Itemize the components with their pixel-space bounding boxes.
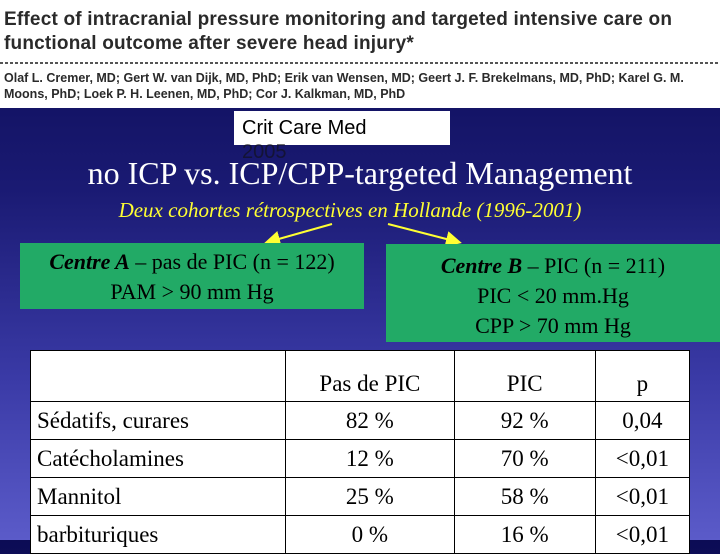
cell-p: 0,04	[594, 401, 691, 440]
cell-icp: 16 %	[453, 515, 596, 554]
centre-a-box: Centre A – pas de PIC (n = 122) PAM > 90…	[20, 243, 364, 309]
table-row: Catécholamines 12 % 70 % <0,01	[29, 439, 691, 478]
row-label: barbituriques	[29, 515, 287, 554]
arrow-to-centre-a-icon	[264, 223, 333, 247]
cell-no-icp: 12 %	[285, 439, 455, 478]
table-header-row: Pas de PIC PIC p	[29, 350, 691, 402]
citation-image: Effect of intracranial pressure monitori…	[0, 0, 720, 108]
centre-b-desc: – PIC (n = 211)	[522, 253, 666, 278]
centre-b-label: Centre B	[440, 253, 523, 278]
citation-divider	[0, 62, 720, 64]
table-header-icp: PIC	[453, 350, 596, 402]
table-row: Sédatifs, curares 82 % 92 % 0,04	[29, 401, 691, 440]
centre-a-desc: – pas de PIC (n = 122)	[129, 249, 335, 274]
centre-b-line2: PIC < 20 mm.Hg	[477, 283, 629, 308]
cell-no-icp: 0 %	[285, 515, 455, 554]
cell-icp: 70 %	[453, 439, 596, 478]
table-header-empty	[29, 350, 287, 402]
arrow-to-centre-b-icon	[387, 223, 462, 247]
table-row: Mannitol 25 % 58 % <0,01	[29, 477, 691, 516]
article-title: Effect of intracranial pressure monitori…	[4, 9, 673, 54]
centre-b-line3: CPP > 70 mm Hg	[475, 313, 631, 338]
cell-no-icp: 25 %	[285, 477, 455, 516]
centre-b-box: Centre B – PIC (n = 211) PIC < 20 mm.Hg …	[386, 244, 720, 342]
centre-a-line2: PAM > 90 mm Hg	[110, 279, 274, 304]
cell-p: <0,01	[594, 515, 691, 554]
row-label: Sédatifs, curares	[29, 401, 287, 440]
journal-year: 2005	[242, 141, 287, 163]
treatment-table: Pas de PIC PIC p Sédatifs, curares 82 % …	[29, 350, 691, 554]
article-authors: Olaf L. Cremer, MD; Gert W. van Dijk, MD…	[4, 71, 684, 101]
slide-title: no ICP vs. ICP/CPP-targeted Management	[87, 155, 633, 191]
row-label: Catécholamines	[29, 439, 287, 478]
table-row: barbituriques 0 % 16 % <0,01	[29, 515, 691, 554]
table-header-p: p	[594, 350, 691, 402]
cell-p: <0,01	[594, 439, 691, 478]
centre-a-label: Centre A	[49, 249, 130, 274]
journal-name: Crit Care Med	[242, 117, 367, 139]
journal-label: Crit Care Med	[234, 111, 450, 145]
row-label: Mannitol	[29, 477, 287, 516]
cell-p: <0,01	[594, 477, 691, 516]
cell-no-icp: 82 %	[285, 401, 455, 440]
cell-icp: 58 %	[453, 477, 596, 516]
table-header-no-icp: Pas de PIC	[285, 350, 455, 402]
slide-subtitle: Deux cohortes rétrospectives en Hollande…	[118, 198, 582, 222]
centre-b-line1: Centre B – PIC (n = 211)	[386, 251, 720, 281]
centre-a-line1: Centre A – pas de PIC (n = 122)	[20, 247, 364, 277]
cell-icp: 92 %	[453, 401, 596, 440]
